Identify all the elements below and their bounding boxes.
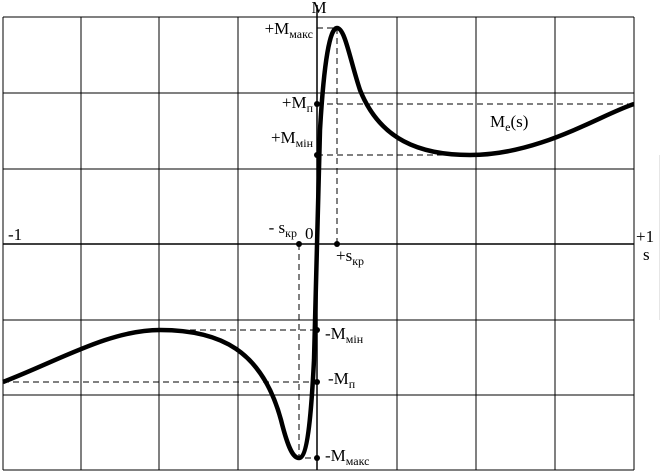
label-text: -M xyxy=(328,369,349,388)
label-text: +s xyxy=(336,246,352,265)
label-text: +M xyxy=(271,128,296,147)
label: +Mмакс xyxy=(265,19,313,41)
label-suffix: (s) xyxy=(510,112,528,131)
x-min-label: -1 xyxy=(8,225,22,244)
label: Me(s) xyxy=(490,112,528,134)
label-sub: п xyxy=(307,101,314,115)
label: -Mмакс xyxy=(325,446,369,468)
label-sub: макс xyxy=(346,454,370,468)
points xyxy=(296,101,340,461)
grid xyxy=(2,5,660,471)
label-sub: мін xyxy=(296,136,314,150)
label-text: M xyxy=(490,112,505,131)
label: +Mмін xyxy=(271,128,314,150)
label-text: -M xyxy=(325,324,346,343)
label-sub: кр xyxy=(285,226,297,240)
label-sub: e xyxy=(505,120,510,134)
label: +Mп xyxy=(282,93,314,115)
x-axis-label: s xyxy=(643,245,650,264)
torque-curve xyxy=(2,25,635,461)
label-text: +M xyxy=(282,93,307,112)
label-sub: кр xyxy=(352,254,364,268)
label: +sкр xyxy=(336,246,364,268)
label: -Mмін xyxy=(325,324,364,346)
y-axis-label: M xyxy=(311,0,326,17)
label: -Mп xyxy=(328,369,356,391)
origin-label: 0 xyxy=(305,224,314,243)
label-text: +M xyxy=(265,19,290,38)
x-max-label: +1 xyxy=(636,227,654,246)
label-text: - s xyxy=(269,218,286,237)
label: - sкр xyxy=(269,218,297,240)
label-sub: п xyxy=(349,377,356,391)
label-text: -M xyxy=(325,446,346,465)
label-sub: макс xyxy=(289,27,313,41)
label-sub: мін xyxy=(346,332,364,346)
